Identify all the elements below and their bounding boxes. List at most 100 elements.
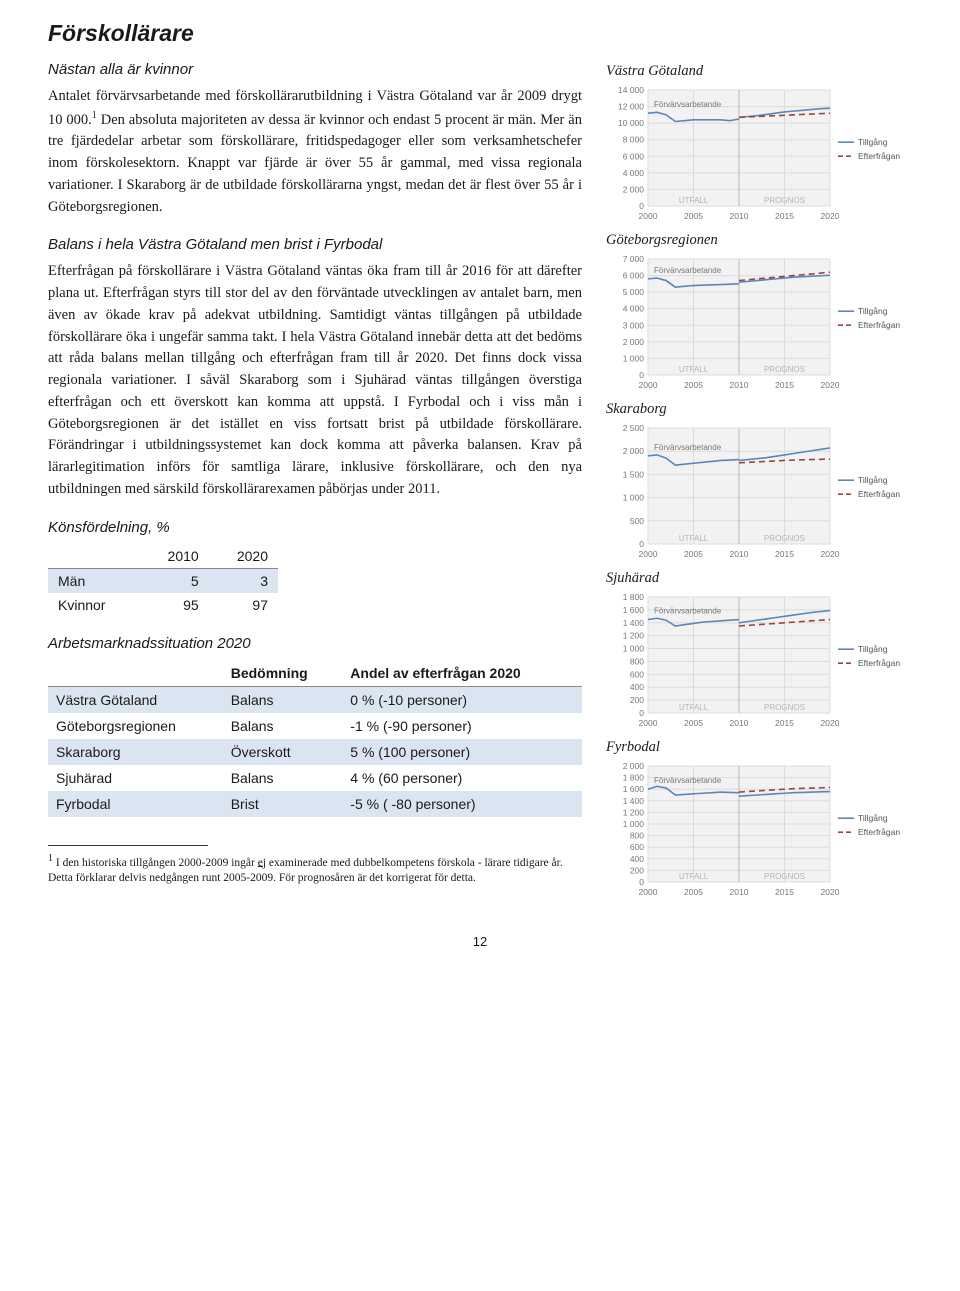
svg-text:2000: 2000 [639,549,658,559]
svg-text:2 000: 2 000 [623,446,645,456]
svg-text:400: 400 [630,854,644,864]
svg-text:PROGNOS: PROGNOS [764,872,805,881]
svg-text:14 000: 14 000 [618,85,644,95]
svg-text:0: 0 [639,539,644,549]
svg-text:PROGNOS: PROGNOS [764,365,805,374]
svg-text:2010: 2010 [730,380,749,390]
svg-text:2010: 2010 [730,211,749,221]
arb-cell-andel: 5 % (100 personer) [342,739,582,765]
svg-text:2005: 2005 [684,211,703,221]
arb-row: FyrbodalBrist-5 % ( -80 personer) [48,791,582,817]
svg-text:1 200: 1 200 [623,631,645,641]
svg-text:6 000: 6 000 [623,271,645,281]
svg-text:4 000: 4 000 [623,168,645,178]
svg-text:Förvärvsarbetande: Förvärvsarbetande [654,266,722,275]
svg-text:Förvärvsarbetande: Förvärvsarbetande [654,607,722,616]
page-number: 12 [48,934,912,949]
svg-text:1 800: 1 800 [623,592,645,602]
svg-text:1 500: 1 500 [623,469,645,479]
kons-col-2010: 2010 [139,544,208,569]
chart-title: Sjuhärad [606,570,906,587]
svg-text:1 000: 1 000 [623,353,645,363]
svg-text:12 000: 12 000 [618,102,644,112]
arb-table: Bedömning Andel av efterfrågan 2020 Väst… [48,660,582,817]
svg-text:2010: 2010 [730,887,749,897]
svg-text:1 600: 1 600 [623,605,645,615]
svg-text:Förvärvsarbetande: Förvärvsarbetande [654,776,722,785]
arb-cell-bed: Balans [223,765,343,791]
kons-women-label: Kvinnor [48,593,139,617]
svg-text:2005: 2005 [684,549,703,559]
arb-col-region [48,660,223,687]
kons-row-women: Kvinnor 95 97 [48,593,278,617]
svg-text:2 500: 2 500 [623,423,645,433]
arb-cell-andel: -5 % ( -80 personer) [342,791,582,817]
arb-cell-region: Skaraborg [48,739,223,765]
svg-text:2000: 2000 [639,211,658,221]
svg-text:2020: 2020 [821,211,840,221]
svg-text:600: 600 [630,842,644,852]
svg-text:3 000: 3 000 [623,320,645,330]
kons-women-2020: 97 [209,593,278,617]
svg-text:1 000: 1 000 [623,493,645,503]
svg-text:UTFALL: UTFALL [679,534,709,543]
svg-text:2000: 2000 [639,718,658,728]
arb-row: SkaraborgÖverskott5 % (100 personer) [48,739,582,765]
svg-text:Tillgång: Tillgång [858,306,888,316]
arb-row: GöteborgsregionenBalans-1 % (-90 persone… [48,713,582,739]
arb-cell-region: Västra Götaland [48,686,223,713]
footnote-a: I den historiska tillgången 2000-2009 in… [53,856,258,868]
svg-text:2010: 2010 [730,549,749,559]
svg-text:2015: 2015 [775,718,794,728]
chart-title: Skaraborg [606,401,906,418]
chart-0: 0 2 000 4 000 6 000 8 000 10 000 12 000 14 000 2… [606,82,906,226]
svg-text:6 000: 6 000 [623,151,645,161]
svg-text:Efterfrågan: Efterfrågan [858,658,900,668]
svg-text:Efterfrågan: Efterfrågan [858,827,900,837]
svg-text:Förvärvsarbetande: Förvärvsarbetande [654,100,722,109]
svg-text:0: 0 [639,877,644,887]
svg-text:2020: 2020 [821,549,840,559]
svg-text:500: 500 [630,516,644,526]
svg-text:2020: 2020 [821,718,840,728]
kons-women-2010: 95 [139,593,208,617]
kons-col-blank [48,544,139,569]
svg-text:Efterfrågan: Efterfrågan [858,320,900,330]
svg-text:200: 200 [630,865,644,875]
svg-text:0: 0 [639,201,644,211]
svg-text:2015: 2015 [775,549,794,559]
kons-men-2010: 5 [139,568,208,593]
svg-text:Tillgång: Tillgång [858,475,888,485]
para1-b: Den absoluta majoriteten av dessa är kvi… [48,112,582,215]
arb-cell-bed: Balans [223,686,343,713]
section2-heading: Balans i hela Västra Götaland men brist … [48,236,582,253]
arb-row: SjuhäradBalans4 % (60 personer) [48,765,582,791]
svg-text:1 000: 1 000 [623,644,645,654]
svg-text:UTFALL: UTFALL [679,365,709,374]
svg-text:0: 0 [639,708,644,718]
page-title: Förskollärare [48,20,912,47]
svg-text:4 000: 4 000 [623,304,645,314]
svg-text:800: 800 [630,831,644,841]
svg-text:600: 600 [630,669,644,679]
para2: Efterfrågan på förskollärare i Västra Gö… [48,261,582,500]
svg-text:10 000: 10 000 [618,118,644,128]
arb-cell-bed: Överskott [223,739,343,765]
svg-text:PROGNOS: PROGNOS [764,196,805,205]
chart-4: 02004006008001 0001 2001 4001 6001 8002 … [606,758,906,902]
svg-text:800: 800 [630,656,644,666]
section1-heading: Nästan alla är kvinnor [48,61,582,78]
footnote-u: ej [258,856,266,868]
svg-text:2015: 2015 [775,211,794,221]
svg-text:2 000: 2 000 [623,761,645,771]
arb-cell-bed: Balans [223,713,343,739]
svg-text:8 000: 8 000 [623,135,645,145]
arb-cell-andel: -1 % (-90 personer) [342,713,582,739]
chart-title: Göteborgsregionen [606,232,906,249]
footnote-rule [48,845,208,846]
svg-text:2 000: 2 000 [623,184,645,194]
kons-heading: Könsfördelning, % [48,519,582,536]
svg-text:200: 200 [630,695,644,705]
svg-text:2015: 2015 [775,380,794,390]
arb-col-andel: Andel av efterfrågan 2020 [342,660,582,687]
